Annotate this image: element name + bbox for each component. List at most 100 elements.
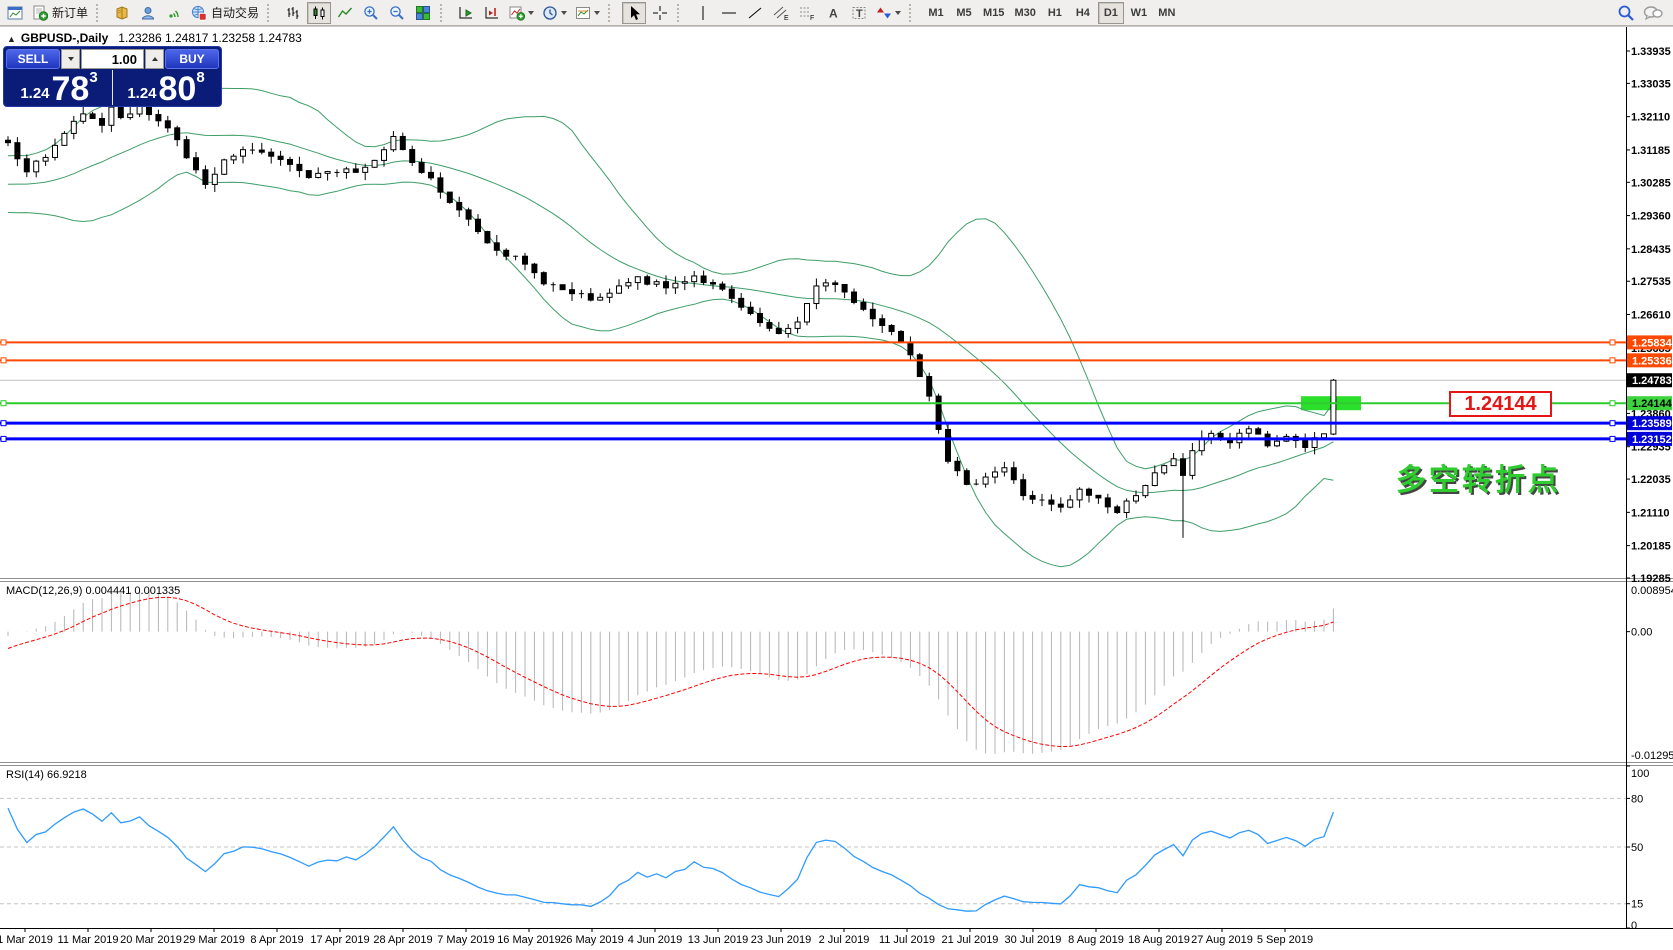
date-axis-label: 8 Apr 2019: [250, 934, 303, 946]
line-chart-mode-button[interactable]: [333, 2, 357, 24]
candle-body: [747, 306, 754, 314]
candlestick-icon: [313, 6, 325, 19]
candle-body: [409, 149, 416, 163]
hline-handle[interactable]: [0, 420, 7, 427]
tab-timeframe-m5[interactable]: M5: [956, 6, 972, 19]
tab-timeframe-w1[interactable]: W1: [1130, 6, 1148, 19]
price-tick-label: 1.33935: [1631, 46, 1671, 58]
tab-timeframe-m30[interactable]: M30: [1014, 6, 1036, 19]
tab-timeframe-d1[interactable]: D1: [1097, 1, 1124, 24]
date-axis-label: 11 Jul 2019: [879, 934, 935, 946]
indicators-button[interactable]: [506, 2, 537, 24]
hline-handle[interactable]: [1609, 420, 1616, 427]
tab-timeframe-mn[interactable]: MN: [1158, 6, 1176, 19]
candle-body: [371, 159, 378, 168]
periods-button[interactable]: [539, 2, 570, 24]
hline-handle[interactable]: [0, 435, 7, 442]
hline-handle[interactable]: [0, 400, 7, 407]
hline-handle[interactable]: [1609, 357, 1616, 364]
auto-scroll-button[interactable]: [454, 2, 478, 24]
candle-body: [1189, 450, 1196, 476]
toolbar-right-group: [1613, 2, 1667, 24]
candle-body: [193, 157, 199, 171]
hline-handle[interactable]: [1609, 435, 1616, 442]
chart-window-icon[interactable]: [3, 2, 27, 24]
candle-body: [653, 281, 660, 285]
candle-body: [52, 144, 58, 158]
signals-button[interactable]: [162, 2, 186, 24]
tab-timeframe-h4[interactable]: H4: [1075, 6, 1090, 19]
price-badge-label: 1.23589: [1632, 418, 1672, 430]
candle-body: [869, 308, 876, 320]
cursor-tool-button[interactable]: [622, 1, 647, 24]
channel-tool-button[interactable]: E: [769, 2, 793, 24]
collapse-panel-icon[interactable]: ▲: [7, 34, 16, 44]
tab-timeframe-h1[interactable]: H1: [1047, 6, 1062, 19]
tab-timeframe-m1[interactable]: M1: [928, 6, 944, 19]
candle-body: [616, 285, 622, 294]
hline-handle[interactable]: [1609, 339, 1616, 346]
search-button[interactable]: [1614, 2, 1638, 24]
autotrade-button[interactable]: 自动交易: [188, 2, 262, 24]
candle-body: [916, 354, 923, 378]
turning-point-note[interactable]: 多空转折点: [1396, 464, 1561, 497]
candle-body: [644, 276, 651, 285]
bollinger-band-middle: [7, 132, 1334, 494]
macd-max-label: 0.008954: [1631, 585, 1673, 597]
candle-body: [804, 303, 810, 323]
bar-chart-mode-button[interactable]: [281, 2, 305, 24]
candle-body: [1274, 440, 1280, 447]
candle-body: [597, 296, 604, 301]
candlestick-mode-button[interactable]: [307, 1, 332, 24]
arrows-tool-button[interactable]: [873, 2, 904, 24]
crosshair-tool-button[interactable]: [648, 2, 672, 24]
candle-body: [587, 293, 594, 301]
chart-header: ▲ GBPUSD-,Daily 1.23286 1.24817 1.23258 1.…: [7, 31, 302, 45]
new-order-button[interactable]: 新订单: [29, 2, 91, 24]
text-icon: A: [829, 6, 838, 20]
sell-price[interactable]: 1.24 78 3: [6, 70, 113, 106]
vertical-line-tool-button[interactable]: [691, 2, 715, 24]
community-button[interactable]: [136, 2, 160, 24]
price-callout-label[interactable]: 1.24144: [1449, 391, 1552, 417]
hline-handle[interactable]: [0, 339, 7, 346]
trendline-tool-button[interactable]: [743, 2, 767, 24]
history-book-icon: [116, 5, 128, 20]
fibonacci-tool-button[interactable]: F: [795, 2, 819, 24]
sell-button[interactable]: SELL: [6, 49, 60, 69]
buy-button[interactable]: BUY: [165, 49, 219, 69]
history-center-button[interactable]: [110, 2, 134, 24]
timeframe-group: M1 M5 M15 M30 H1 H4 D1 W1 MN: [922, 1, 1181, 24]
tile-windows-button[interactable]: [411, 2, 435, 24]
candle-body: [606, 292, 613, 298]
hline-handle[interactable]: [1609, 400, 1616, 407]
volume-increase-button[interactable]: [145, 49, 164, 69]
candle-body: [1057, 503, 1064, 508]
zoom-out-button[interactable]: [385, 2, 409, 24]
macd-signal-line: [7, 596, 1334, 748]
toolbar-grip: [909, 3, 918, 22]
price-badge-label: 1.24144: [1632, 398, 1673, 410]
volume-input[interactable]: [81, 49, 144, 69]
candle-body: [484, 231, 491, 244]
chart-shift-button[interactable]: [480, 2, 504, 24]
price-tick-label: 1.22035: [1631, 474, 1671, 486]
candle-body: [785, 327, 792, 334]
candle-body: [390, 135, 397, 151]
hline-handle[interactable]: [0, 357, 7, 364]
zoom-in-button[interactable]: [359, 2, 383, 24]
label-tool-button[interactable]: T: [847, 2, 871, 24]
templates-button[interactable]: [572, 2, 603, 24]
tab-timeframe-m15[interactable]: M15: [983, 6, 1005, 19]
volume-decrease-button[interactable]: [61, 49, 80, 69]
candle-body: [5, 139, 11, 144]
buy-price[interactable]: 1.24 80 8: [113, 70, 219, 106]
text-tool-button[interactable]: A: [821, 2, 845, 24]
chat-button[interactable]: [1640, 2, 1666, 24]
horizontal-line-tool-button[interactable]: [717, 2, 741, 24]
rsi-level-label: 15: [1631, 899, 1643, 911]
price-tick-label: 1.28435: [1631, 244, 1671, 256]
indicators-icon: [509, 6, 526, 21]
price-tick-label: 1.33035: [1631, 78, 1671, 90]
